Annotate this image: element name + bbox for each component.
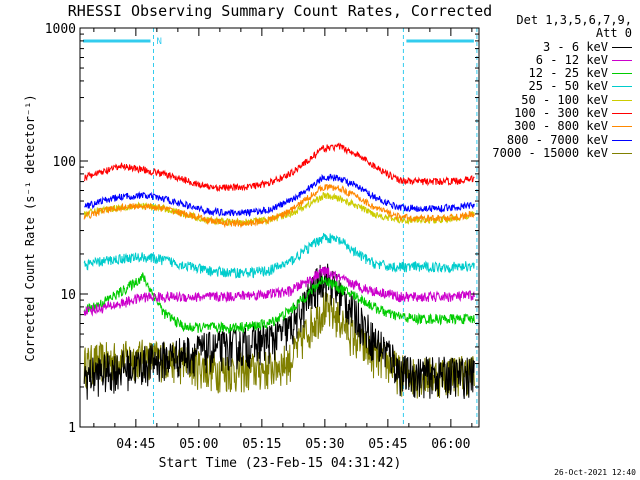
- series-line: [83, 192, 475, 227]
- series-line: [83, 266, 475, 317]
- legend-swatch: [612, 86, 632, 88]
- legend-header-attenuator: Att 0: [595, 26, 632, 41]
- legend-swatch: [612, 59, 632, 61]
- legend-header-detectors: Det 1,3,5,6,7,9,: [516, 13, 632, 27]
- y-tick-label: 10: [60, 288, 76, 303]
- legend-entry: 7000 - 15000 keV: [492, 145, 632, 160]
- legend-entry-label: 6 - 12 keV: [535, 52, 608, 67]
- legend-entry: 300 - 800 keV: [492, 120, 632, 133]
- legend-entry: 100 - 300 keV: [492, 106, 632, 121]
- legend-swatch: [612, 139, 632, 141]
- legend-entry: 12 - 25 keV: [492, 67, 632, 80]
- series-line: [84, 173, 475, 217]
- legend-entry-label: 3 - 6 keV: [542, 39, 608, 54]
- legend-entry-label: 50 - 100 keV: [521, 92, 608, 107]
- legend-entry-label: 12 - 25 keV: [528, 66, 608, 81]
- series-line: [83, 272, 475, 334]
- y-tick-label: 1000: [45, 22, 76, 37]
- y-tick-label: 1: [68, 421, 76, 436]
- plot-frame: [79, 27, 480, 428]
- legend-swatch: [612, 99, 632, 101]
- x-tick-label: 05:00: [179, 437, 218, 452]
- x-axis-label: Start Time (23-Feb-15 04:31:42): [159, 456, 402, 471]
- x-tick-label: 05:45: [368, 437, 407, 452]
- footer-date: 26-Oct-2021 12:40: [554, 468, 636, 477]
- legend-entry-label: 800 - 7000 keV: [506, 132, 608, 147]
- legend-swatch: [612, 152, 632, 154]
- legend-entry: 50 - 100 keV: [492, 92, 632, 107]
- y-tick-label: 100: [53, 155, 76, 170]
- legend-entry-label: 7000 - 15000 keV: [492, 145, 608, 160]
- legend-entry: 25 - 50 keV: [492, 80, 632, 93]
- series-line: [83, 263, 475, 400]
- legend-swatch: [612, 113, 632, 115]
- legend-entry-label: 100 - 300 keV: [514, 106, 608, 121]
- legend-swatch: [612, 73, 632, 75]
- legend-entry: 3 - 6 keV: [492, 39, 632, 54]
- legend-swatch: [612, 126, 632, 128]
- chart-title: RHESSI Observing Summary Count Rates, Co…: [68, 2, 492, 20]
- x-tick-label: 06:00: [431, 437, 470, 452]
- x-tick-label: 04:45: [116, 437, 155, 452]
- legend-entry: 800 - 7000 keV: [492, 132, 632, 147]
- y-axis-label: Corrected Count Rate (s⁻¹ detector⁻¹): [23, 94, 37, 361]
- legend: Det 1,3,5,6,7,9, Att 0 3 - 6 keV 6 - 12 k…: [492, 13, 632, 160]
- series-line: [83, 232, 475, 279]
- legend-entry-label: 25 - 50 keV: [528, 79, 608, 94]
- x-tick-label: 05:30: [305, 437, 344, 452]
- series-line: [83, 184, 475, 229]
- series-line: [83, 142, 475, 192]
- legend-swatch: [612, 46, 632, 48]
- x-tick-label: 05:15: [242, 437, 281, 452]
- night-marker-label: N: [157, 37, 162, 47]
- legend-entry-label: 300 - 800 keV: [514, 119, 608, 134]
- legend-entry: 6 - 12 keV: [492, 52, 632, 67]
